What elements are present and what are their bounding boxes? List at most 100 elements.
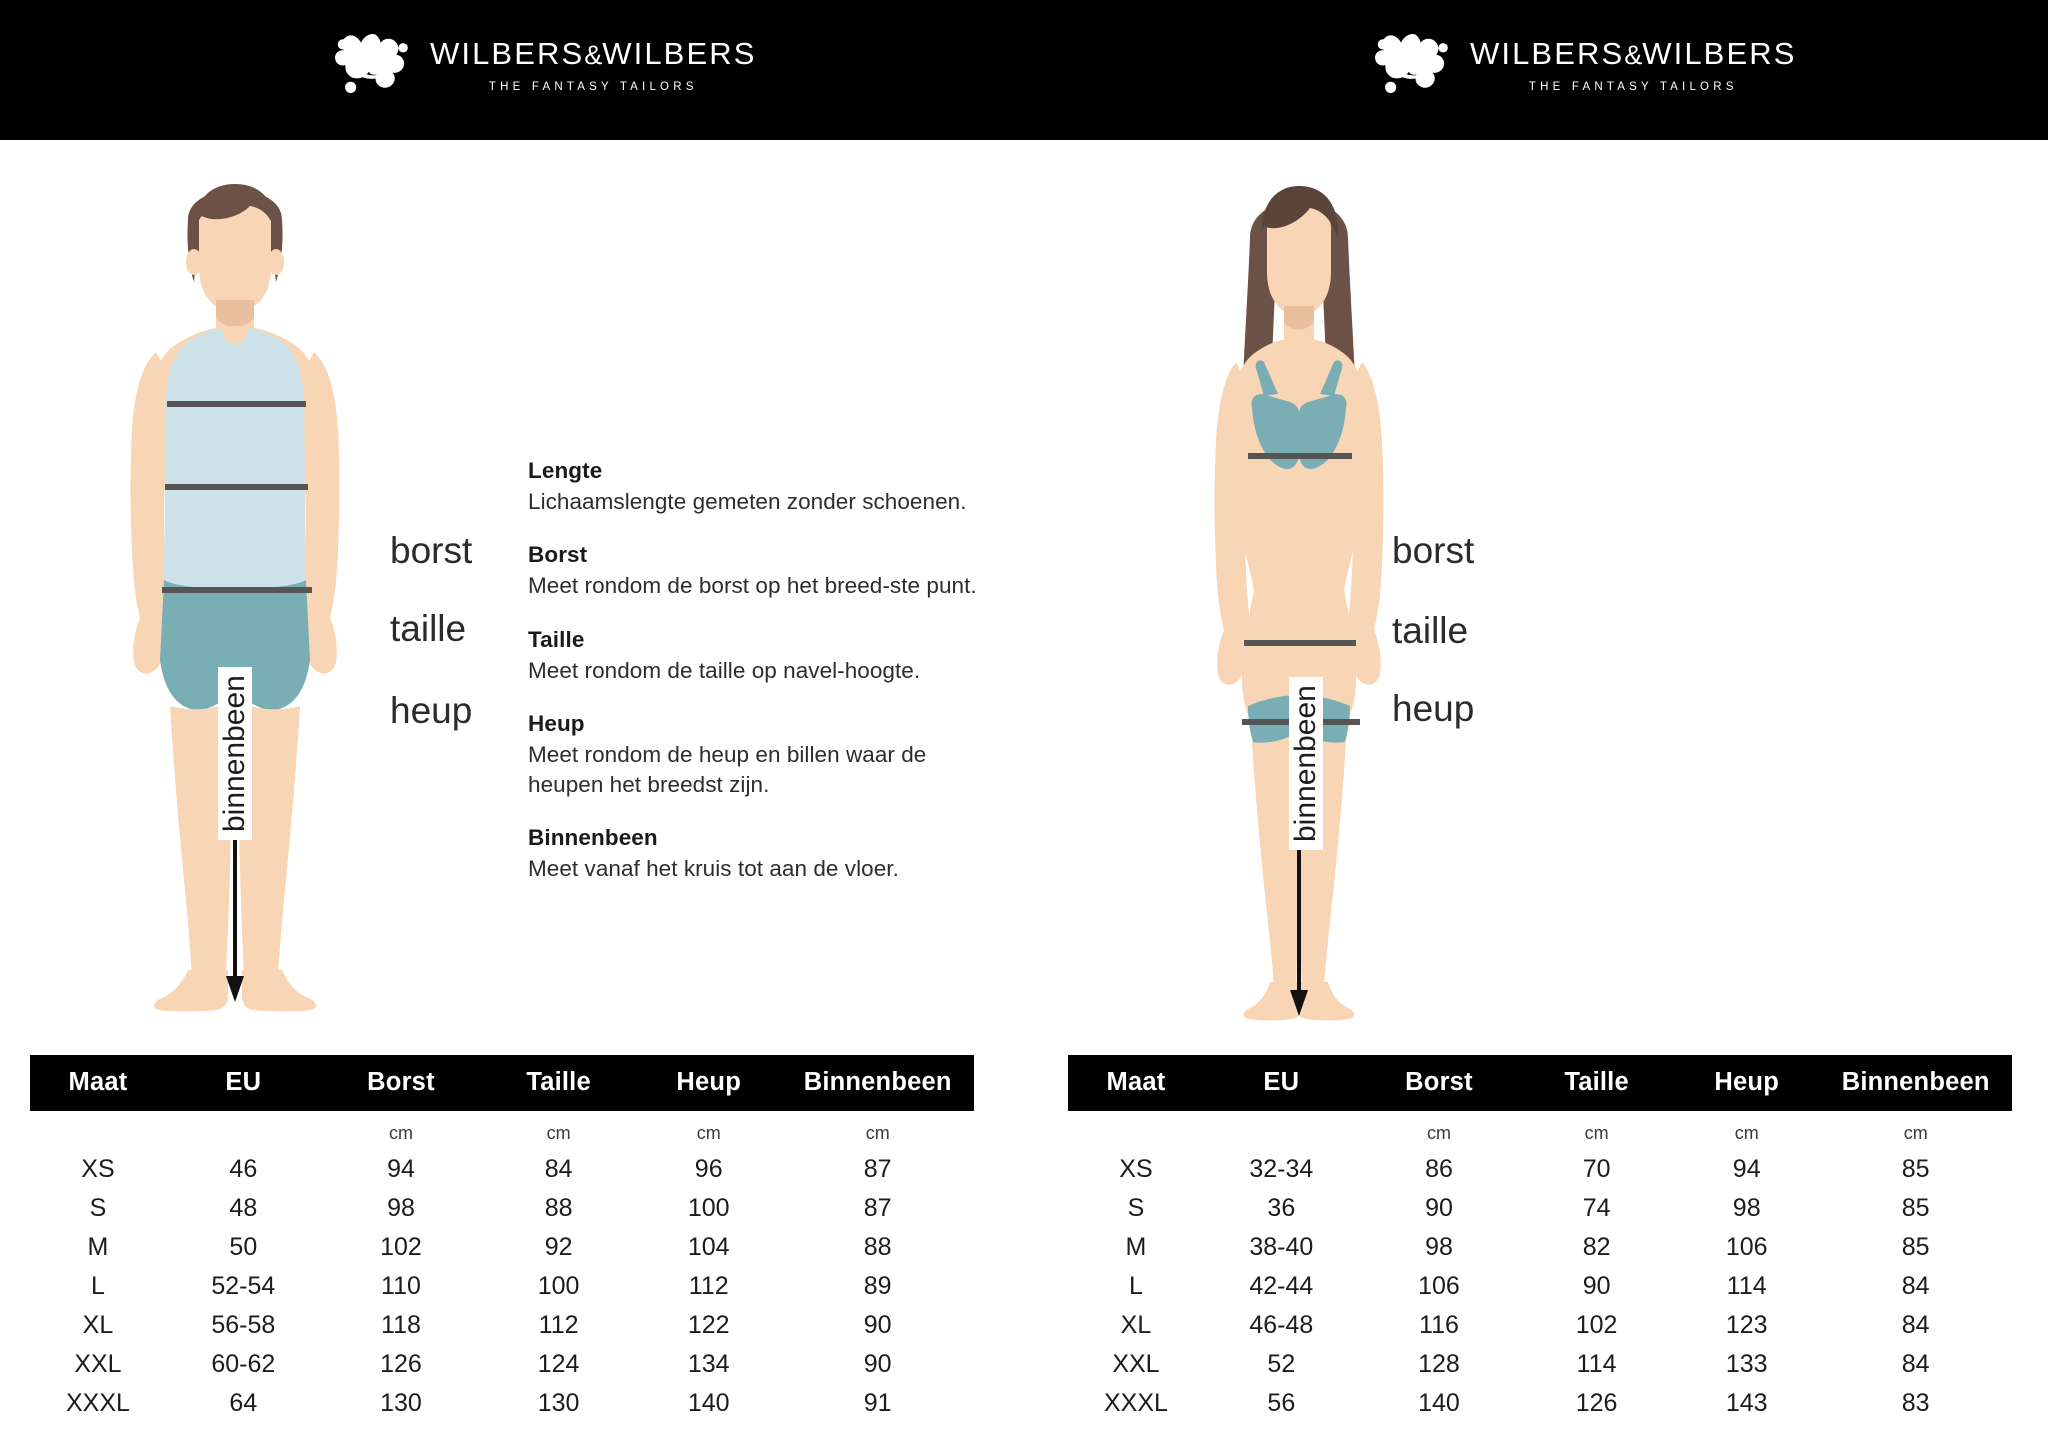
bra-garment <box>1251 394 1347 470</box>
table-cell: 36 <box>1267 1194 1296 1222</box>
table-cell: 56-58 <box>211 1311 276 1339</box>
table-cell: 84 <box>1901 1350 1930 1378</box>
unit-cell: cm <box>696 1123 721 1143</box>
unit-cell: cm <box>1903 1123 1928 1143</box>
table-cell: 124 <box>537 1350 580 1378</box>
th-maat: Maat <box>68 1068 128 1096</box>
table-cell: 74 <box>1582 1194 1611 1222</box>
table-row: M 50 102 92 104 88 <box>30 1228 974 1267</box>
table-cell: 90 <box>863 1350 892 1378</box>
chest-measure-line <box>167 401 306 407</box>
table-cell: 70 <box>1582 1155 1611 1183</box>
table-cell: 42-44 <box>1249 1272 1314 1300</box>
table-cell: 100 <box>537 1272 580 1300</box>
brand-tagline: THE FANTASY TAILORS <box>488 80 698 93</box>
th-borst: Borst <box>1405 1068 1473 1096</box>
brand-name-part1: WILBERS <box>430 36 585 72</box>
th-eu: EU <box>1263 1068 1300 1096</box>
table-cell: M <box>87 1233 109 1261</box>
table-cell: 130 <box>537 1389 580 1417</box>
table-cell: 32-34 <box>1249 1155 1314 1183</box>
table-cell: 64 <box>229 1389 258 1417</box>
table-cell: 38-40 <box>1249 1233 1314 1261</box>
table-cell: XS <box>81 1155 115 1183</box>
waist-measure-line <box>1244 640 1356 646</box>
table-cell: 56 <box>1267 1389 1296 1417</box>
th-borst: Borst <box>367 1068 435 1096</box>
th-maat: Maat <box>1106 1068 1166 1096</box>
table-cell: 106 <box>1725 1233 1768 1261</box>
unit-cell: cm <box>1734 1123 1759 1143</box>
inseam-label-female: binnenbeen <box>1289 677 1323 850</box>
table-cell: 102 <box>380 1233 422 1261</box>
table-cell: 46 <box>229 1155 258 1183</box>
brand-ampersand: & <box>584 40 603 71</box>
table-cell: 96 <box>694 1155 723 1183</box>
table-cell: 50 <box>229 1233 258 1261</box>
header-bar: WILBERS&WILBERS THE FANTASY TAILORS WILB <box>0 0 2048 140</box>
table-cell: 104 <box>687 1233 730 1261</box>
th-binnenbeen: Binnenbeen <box>1841 1068 1990 1096</box>
unit-cell: cm <box>1584 1123 1609 1143</box>
table-cell: 122 <box>687 1311 730 1339</box>
desc-binnenbeen: Binnenbeen Meet vanaf het kruis tot aan … <box>528 825 998 883</box>
brand-tagline: THE FANTASY TAILORS <box>1528 80 1738 93</box>
desc-borst: Borst Meet rondom de borst op het breed-… <box>528 542 998 600</box>
table-cell: 134 <box>687 1350 730 1378</box>
jester-hat-icon <box>330 22 416 108</box>
unit-cell: cm <box>388 1123 413 1143</box>
table-cell: XXL <box>1112 1350 1160 1378</box>
desc-body: Meet rondom de heup en billen waar de he… <box>528 742 927 797</box>
desc-title: Lengte <box>528 458 603 483</box>
table-cell: 112 <box>688 1272 729 1300</box>
desc-body: Lichaamslengte gemeten zonder schoenen. <box>528 489 967 514</box>
brand-name-part1: WILBERS <box>1470 36 1625 72</box>
table-cell: XL <box>82 1311 114 1339</box>
table-cell: 114 <box>1726 1272 1767 1300</box>
table-row: XXXL 56 140 126 143 83 <box>1068 1384 2012 1423</box>
table-cell: 83 <box>1901 1389 1930 1417</box>
table-cell: 84 <box>1901 1311 1930 1339</box>
table-cell: 85 <box>1901 1233 1930 1261</box>
table-row: S 48 98 88 100 87 <box>30 1189 974 1228</box>
inseam-label-male: binnenbeen <box>218 667 252 840</box>
desc-lengte: Lengte Lichaamslengte gemeten zonder sch… <box>528 458 998 516</box>
th-eu: EU <box>225 1068 262 1096</box>
brand-name-part2: WILBERS <box>1642 36 1797 72</box>
table-cell: 46-48 <box>1249 1311 1314 1339</box>
men-measure-descriptions: Lengte Lichaamslengte gemeten zonder sch… <box>528 458 998 884</box>
unit-cell <box>30 1111 166 1150</box>
desc-title: Heup <box>528 711 585 737</box>
table-cell: 90 <box>863 1311 892 1339</box>
desc-body: Meet rondom de borst op het breed-ste pu… <box>528 573 977 599</box>
table-row: M 38-40 98 82 106 85 <box>1068 1228 2012 1267</box>
table-cell: 118 <box>381 1311 421 1339</box>
table-cell: 94 <box>1732 1155 1761 1183</box>
th-heup: Heup <box>676 1068 741 1096</box>
female-body-illustration <box>1144 150 1454 1050</box>
table-cell: 82 <box>1582 1233 1611 1261</box>
table-row: XXXL 64 130 130 140 91 <box>30 1384 974 1423</box>
desc-body: Meet vanaf het kruis tot aan de vloer. <box>528 856 899 882</box>
table-row: XL 46-48 116 102 123 84 <box>1068 1306 2012 1345</box>
table-cell: 91 <box>863 1389 892 1417</box>
table-row: XS 46 94 84 96 87 <box>30 1150 974 1189</box>
table-header-row: Maat EU Borst Taille Heup Binnenbeen <box>1068 1055 2012 1111</box>
women-size-table: Maat EU Borst Taille Heup Binnenbeen cm c… <box>1068 1055 2012 1423</box>
label-taille-male: taille <box>390 608 467 649</box>
brand-logo-right: WILBERS&WILBERS THE FANTASY TAILORS <box>1370 22 1796 108</box>
th-binnenbeen: Binnenbeen <box>803 1068 952 1096</box>
desc-body: Meet rondom de taille op navel-hoogte. <box>528 657 921 683</box>
brand-wordmark: WILBERS&WILBERS <box>430 37 756 71</box>
chest-measure-line <box>1248 453 1352 459</box>
table-cell: 86 <box>1425 1155 1453 1183</box>
label-heup-female: heup <box>1392 688 1475 729</box>
men-table-body: cm cm cm cm XS 46 94 84 96 87 S 48 98 88 100 87 M 50 102 92… <box>30 1111 974 1423</box>
table-cell: S <box>1127 1194 1145 1222</box>
table-cell: 84 <box>544 1155 573 1183</box>
table-cell: 88 <box>544 1194 573 1222</box>
table-cell: S <box>89 1194 107 1222</box>
table-cell: L <box>1129 1272 1143 1300</box>
table-cell: 128 <box>1418 1350 1460 1378</box>
